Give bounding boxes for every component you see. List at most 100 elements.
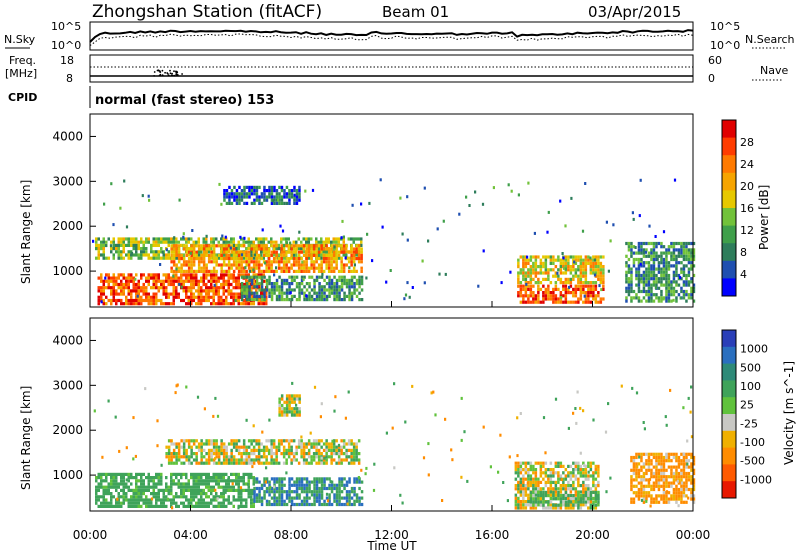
heatmap-cell	[212, 257, 216, 261]
heatmap-cell	[327, 448, 331, 452]
heatmap-cell	[529, 468, 533, 472]
heatmap-cell	[253, 189, 256, 193]
heatmap-cell	[102, 286, 105, 290]
heatmap-cell	[223, 195, 226, 199]
heatmap-cell	[303, 486, 306, 491]
heatmap-cell	[195, 492, 198, 496]
heatmap-cell	[642, 494, 646, 498]
heatmap-cell	[220, 253, 223, 257]
heatmap-cell	[145, 279, 148, 283]
heatmap-cell	[602, 297, 605, 301]
heatmap-cell	[647, 264, 651, 268]
heatmap-cell	[235, 266, 238, 270]
heatmap-cell	[330, 483, 334, 487]
heatmap-cell	[177, 250, 181, 254]
heatmap-cell	[577, 255, 580, 259]
heatmap-cell	[283, 410, 286, 414]
heatmap-cell	[312, 250, 316, 254]
heatmap-cell	[642, 484, 646, 488]
heatmap-cell	[303, 298, 306, 302]
heatmap-cell	[290, 288, 294, 292]
heatmap-cell	[272, 452, 276, 456]
heatmap-cell	[542, 294, 545, 298]
heatmap-cell	[255, 198, 259, 202]
heatmap-cell	[192, 476, 195, 480]
heatmap-cell	[690, 296, 693, 300]
heatmap-cell	[165, 295, 168, 299]
heatmap-cell	[302, 452, 306, 456]
heatmap-cell	[522, 480, 525, 484]
heatmap-cell	[232, 504, 235, 508]
heatmap-cell	[675, 471, 678, 476]
heatmap-cell	[270, 269, 273, 273]
heatmap-cell	[293, 294, 296, 298]
heatmap-cell	[195, 479, 198, 483]
heatmap-cell	[517, 468, 520, 472]
heatmap-cell	[187, 237, 190, 241]
heatmap-cell	[100, 240, 103, 244]
heatmap-cell	[225, 504, 228, 508]
heatmap-cell	[200, 295, 203, 299]
heatmap-cell	[650, 484, 653, 488]
heatmap-cell	[245, 263, 248, 267]
heatmap-cell	[328, 486, 331, 491]
heatmap-cell	[268, 278, 271, 282]
heatmap-cell	[130, 256, 133, 260]
heatmap-cell	[165, 253, 168, 257]
heatmap-cell	[320, 490, 324, 494]
heatmap-cell	[267, 257, 271, 261]
heatmap-cell	[360, 240, 363, 244]
heatmap-cell	[625, 299, 628, 303]
heatmap-cell	[135, 495, 138, 499]
heatmap-cell	[514, 471, 518, 475]
heatmap-cell	[559, 497, 563, 501]
heatmap-cell	[547, 271, 550, 275]
heatmap-cell	[222, 504, 225, 508]
heatmap-cell	[602, 284, 605, 288]
heatmap-cell	[122, 472, 125, 476]
heatmap-cell	[630, 487, 633, 492]
heatmap-cell	[569, 494, 573, 498]
heatmap-cell	[105, 476, 108, 480]
heatmap-cell	[594, 487, 598, 491]
heatmap-cell	[102, 247, 105, 251]
heatmap-cell	[263, 298, 266, 302]
heatmap-cell	[280, 499, 284, 503]
heatmap-cell	[302, 277, 305, 281]
heatmap-cell	[315, 452, 318, 456]
heatmap-cell	[240, 195, 244, 199]
heatmap-cell	[227, 442, 231, 446]
heatmap-cell	[625, 270, 628, 274]
heatmap-cell	[278, 288, 281, 292]
heatmap-cell	[110, 482, 113, 486]
heatmap-cell	[232, 292, 235, 296]
heatmap-cell	[340, 445, 343, 449]
heatmap-cell	[325, 275, 329, 279]
freq-dot	[169, 72, 172, 75]
heatmap-cell	[360, 298, 364, 302]
heatmap-cell	[298, 192, 301, 196]
heatmap-cell	[549, 258, 553, 262]
heatmap-cell	[592, 265, 595, 269]
heatmap-cell	[260, 257, 263, 261]
heatmap-cell	[647, 261, 651, 265]
heatmap-cell	[155, 504, 158, 508]
heatmap-cell	[635, 471, 638, 476]
heatmap-cell	[325, 266, 328, 270]
heatmap-cell	[130, 243, 133, 247]
heatmap-cell	[582, 497, 585, 501]
heatmap-cell	[260, 240, 263, 244]
heatmap-cell	[115, 250, 118, 254]
heatmap-cell	[220, 298, 223, 303]
heatmap-cell	[332, 269, 336, 273]
heatmap-cell	[227, 247, 231, 251]
heatmap-cell	[552, 506, 555, 510]
heatmap-cell	[313, 288, 316, 292]
heatmap-cell	[210, 286, 213, 290]
heatmap-cell	[522, 500, 525, 504]
heatmap-cell	[345, 294, 349, 298]
heatmap-cell	[599, 255, 603, 259]
heatmap-cell	[180, 282, 183, 287]
heatmap-cell	[559, 277, 563, 281]
heatmap-cell	[282, 266, 286, 270]
